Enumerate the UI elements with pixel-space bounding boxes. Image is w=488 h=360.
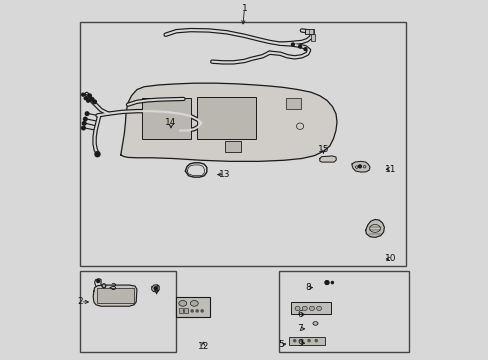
Text: 2: 2: [77, 297, 83, 306]
Circle shape: [325, 281, 328, 284]
Circle shape: [83, 117, 87, 121]
Circle shape: [191, 310, 193, 312]
Ellipse shape: [309, 306, 314, 311]
Text: 9: 9: [297, 339, 303, 348]
Circle shape: [90, 98, 94, 101]
Circle shape: [358, 165, 361, 168]
Ellipse shape: [179, 301, 186, 306]
Polygon shape: [93, 285, 137, 306]
Circle shape: [82, 122, 86, 125]
Bar: [310, 34, 314, 41]
Circle shape: [85, 112, 89, 116]
Text: 3: 3: [110, 283, 116, 292]
Bar: [176, 297, 210, 318]
Text: 4: 4: [154, 285, 159, 294]
Text: 14: 14: [165, 118, 176, 127]
Ellipse shape: [102, 284, 105, 288]
Text: 11: 11: [384, 165, 396, 174]
Circle shape: [81, 126, 85, 130]
Text: 12: 12: [197, 342, 208, 351]
Circle shape: [84, 97, 87, 100]
Circle shape: [88, 94, 91, 98]
Circle shape: [314, 339, 317, 342]
Circle shape: [86, 99, 89, 102]
Circle shape: [102, 284, 105, 288]
Ellipse shape: [302, 306, 306, 311]
Bar: [80, 271, 176, 352]
Ellipse shape: [312, 321, 317, 325]
Text: 1: 1: [241, 4, 247, 13]
Text: 10: 10: [384, 255, 396, 264]
Circle shape: [81, 93, 84, 96]
Polygon shape: [365, 220, 384, 237]
Text: 15: 15: [317, 145, 328, 154]
Bar: [278, 271, 408, 352]
Circle shape: [201, 310, 203, 312]
Ellipse shape: [316, 306, 321, 311]
Bar: [178, 309, 183, 313]
Circle shape: [97, 280, 100, 283]
Circle shape: [330, 282, 333, 284]
Bar: [224, 140, 241, 152]
Circle shape: [93, 100, 96, 104]
Bar: [285, 98, 300, 109]
Ellipse shape: [294, 306, 300, 311]
Circle shape: [95, 152, 100, 157]
Circle shape: [300, 339, 303, 342]
Circle shape: [291, 43, 294, 46]
Text: 6: 6: [297, 310, 303, 319]
Bar: [290, 302, 330, 315]
Bar: [289, 337, 325, 345]
Circle shape: [293, 339, 295, 342]
Polygon shape: [121, 83, 336, 161]
Polygon shape: [351, 161, 369, 172]
Text: 5: 5: [277, 341, 283, 350]
Circle shape: [196, 310, 198, 312]
Text: 8: 8: [305, 283, 310, 292]
Ellipse shape: [190, 301, 198, 306]
Circle shape: [298, 45, 301, 48]
Circle shape: [185, 310, 188, 312]
Bar: [80, 22, 405, 266]
Text: 13: 13: [219, 170, 230, 179]
Bar: [97, 288, 134, 303]
Bar: [183, 309, 187, 313]
Polygon shape: [151, 285, 159, 292]
Circle shape: [304, 48, 306, 50]
Text: 7: 7: [297, 324, 303, 333]
Circle shape: [154, 287, 157, 290]
Bar: [197, 97, 256, 139]
Polygon shape: [319, 156, 336, 162]
Circle shape: [181, 310, 183, 312]
Bar: [304, 30, 313, 34]
Circle shape: [307, 339, 309, 342]
Bar: [142, 98, 190, 139]
